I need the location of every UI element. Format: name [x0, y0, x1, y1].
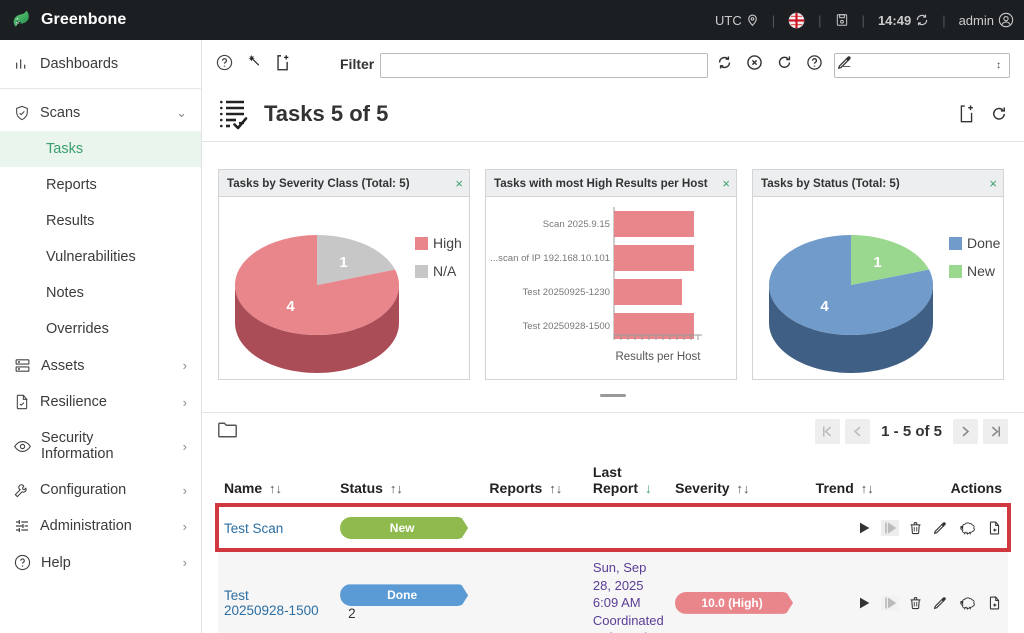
svg-text:High: High [433, 235, 462, 251]
svg-text:Done: Done [967, 235, 1001, 251]
svg-text:Test 20250925-1230: Test 20250925-1230 [523, 287, 610, 298]
svg-text:New: New [967, 263, 996, 279]
svg-text:4: 4 [286, 298, 295, 315]
svg-text:Test 20250928-1500: Test 20250928-1500 [523, 321, 610, 332]
svg-text:Scan 2025.9.15: Scan 2025.9.15 [543, 219, 610, 230]
svg-text:4: 4 [820, 298, 829, 315]
svg-text:N/A: N/A [433, 263, 457, 279]
svg-text:...scan of IP 192.168.10.101: ...scan of IP 192.168.10.101 [490, 253, 610, 264]
svg-text:Results per Host: Results per Host [615, 351, 701, 363]
svg-text:1: 1 [873, 254, 881, 271]
svg-text:1: 1 [339, 254, 347, 271]
